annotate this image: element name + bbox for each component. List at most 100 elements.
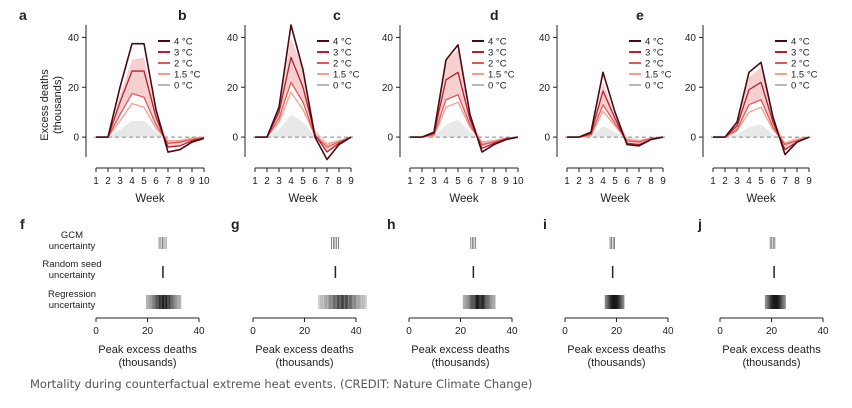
uncertainty-band xyxy=(255,37,351,153)
y-tick-label: 20 xyxy=(539,83,551,94)
x-tick-label: 5 xyxy=(141,176,147,187)
series-line xyxy=(713,99,810,146)
x-axis-label: Peak excess deaths xyxy=(98,344,197,356)
x-tick-label: 8 xyxy=(648,176,654,187)
x-tick-label: 1 xyxy=(710,176,716,187)
x-tick-label: 2 xyxy=(264,176,270,187)
x-tick-label: 6 xyxy=(312,176,318,187)
panel-letter: g xyxy=(231,216,240,232)
x-tick-label: 2 xyxy=(722,176,728,187)
legend-label: 4 °C xyxy=(174,37,193,48)
legend-label: 4 °C xyxy=(645,37,664,48)
legend-label: 0 °C xyxy=(791,81,810,92)
x-tick-label: 40 xyxy=(506,326,518,337)
legend-label: 1.5 °C xyxy=(488,70,515,81)
zero-degree-area xyxy=(255,114,351,138)
y-tick-label: 40 xyxy=(539,33,551,44)
x-tick-label: 7 xyxy=(165,176,171,187)
uncertainty-panel-j: j 0 20 40 Peak excess deaths(thousands) xyxy=(697,216,829,369)
x-tick-label: 6 xyxy=(624,176,630,187)
y-tick-label: 0 xyxy=(387,133,393,144)
legend-label: 1.5 °C xyxy=(645,70,672,81)
legend-label: 0 °C xyxy=(174,81,193,92)
uncertainty-row-label: uncertainty xyxy=(49,300,96,311)
x-axis-label: Peak excess deaths xyxy=(255,344,354,356)
legend-label: 3 °C xyxy=(488,48,507,59)
panel-letter: f xyxy=(20,216,25,232)
series-line xyxy=(713,61,810,156)
x-tick-label: 9 xyxy=(503,176,509,187)
series-line xyxy=(255,24,352,161)
y-tick-label: 40 xyxy=(227,33,239,44)
series-line xyxy=(255,81,352,148)
legend-label: 2 °C xyxy=(333,59,352,70)
x-tick-label: 2 xyxy=(576,176,582,187)
x-axis-label: (thousands) xyxy=(275,357,333,369)
legend-label: 4 °C xyxy=(488,37,507,48)
series-line xyxy=(96,102,205,142)
x-tick-label: 3 xyxy=(734,176,740,187)
x-axis-label: (thousands) xyxy=(587,357,645,369)
y-axis-label: Excess deaths xyxy=(39,69,51,141)
x-tick-label: 0 xyxy=(93,326,99,337)
zero-degree-area xyxy=(713,124,809,138)
uncertainty-row-label: uncertainty xyxy=(49,241,96,252)
uncertainty-panel-h: h 0 20 40 Peak excess deaths(thousands) xyxy=(387,216,518,369)
uncertainty-row-label: uncertainty xyxy=(49,270,96,281)
x-tick-label: 0 xyxy=(406,326,412,337)
panel-letter: j xyxy=(697,216,702,232)
uncertainty-panel-g: g 0 20 40 Peak excess deaths(thousands) xyxy=(231,216,367,369)
x-tick-label: 1 xyxy=(564,176,570,187)
line-panel-a: a 0 20 40 1 2 3 4 5 6 7 8 9 10 Week 4 °C3 °C2 °C1.5 °C0… xyxy=(19,7,210,205)
x-axis-label: (thousands) xyxy=(118,357,176,369)
x-tick-label: 7 xyxy=(782,176,788,187)
x-tick-label: 4 xyxy=(443,176,449,187)
x-tick-label: 7 xyxy=(479,176,485,187)
zero-degree-area xyxy=(567,125,663,138)
uncertainty-band xyxy=(410,49,518,149)
x-axis-label: Week xyxy=(746,193,775,205)
legend-label: 1.5 °C xyxy=(791,70,818,81)
legend-label: 2 °C xyxy=(791,59,810,70)
x-tick-label: 7 xyxy=(324,176,330,187)
y-tick-label: 20 xyxy=(68,83,80,94)
x-tick-label: 6 xyxy=(467,176,473,187)
y-tick-label: 20 xyxy=(227,83,239,94)
figure-caption: Mortality during counterfactual extreme … xyxy=(30,377,533,391)
legend-label: 2 °C xyxy=(174,59,193,70)
x-tick-label: 1 xyxy=(407,176,413,187)
series-line xyxy=(96,70,205,148)
panel-letter: c xyxy=(333,7,341,23)
panel-letter: h xyxy=(387,216,396,232)
x-tick-label: 4 xyxy=(746,176,752,187)
x-axis-label: Peak excess deaths xyxy=(722,344,821,356)
legend-label: 0 °C xyxy=(488,81,507,92)
series-line xyxy=(96,92,205,144)
y-tick-label: 0 xyxy=(690,133,696,144)
legend-label: 0 °C xyxy=(645,81,664,92)
uncertainty-band xyxy=(96,57,204,148)
x-tick-label: 0 xyxy=(717,326,723,337)
x-tick-label: 40 xyxy=(817,326,829,337)
x-tick-label: 8 xyxy=(491,176,497,187)
x-axis-label: Week xyxy=(600,193,629,205)
x-tick-label: 10 xyxy=(198,176,210,187)
x-axis-label: Week xyxy=(135,193,164,205)
x-axis-label: (thousands) xyxy=(431,357,489,369)
x-tick-label: 3 xyxy=(276,176,282,187)
x-tick-label: 1 xyxy=(93,176,99,187)
y-tick-label: 40 xyxy=(68,33,80,44)
uncertainty-panel-f: f 0 20 40 Peak excess deaths(thousands) xyxy=(20,216,205,369)
x-tick-label: 8 xyxy=(336,176,342,187)
x-tick-label: 40 xyxy=(662,326,674,337)
legend-label: 1.5 °C xyxy=(333,70,360,81)
panel-letter: b xyxy=(178,7,187,23)
legend-label: 3 °C xyxy=(333,48,352,59)
zero-degree-area xyxy=(410,119,518,138)
x-tick-label: 9 xyxy=(189,176,195,187)
x-tick-label: 5 xyxy=(758,176,764,187)
y-tick-label: 0 xyxy=(232,133,238,144)
